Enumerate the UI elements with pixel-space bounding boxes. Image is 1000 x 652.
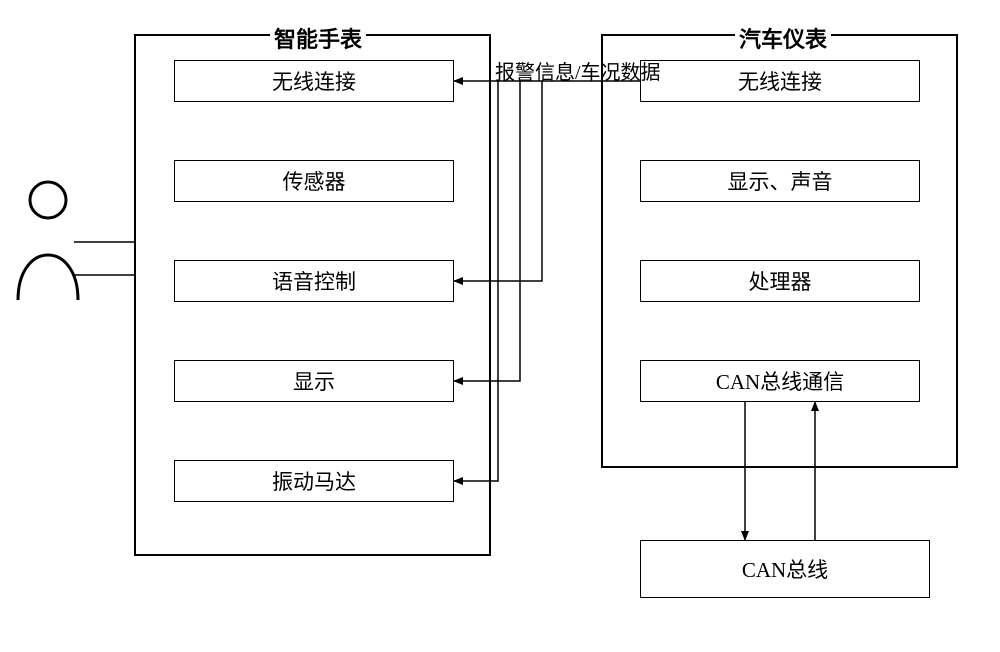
watch-motor-box: 振动马达	[174, 460, 454, 502]
watch-display-box: 显示	[174, 360, 454, 402]
car-canmod-box: CAN总线通信	[640, 360, 920, 402]
car-dashboard-title: 汽车仪表	[735, 22, 831, 54]
link-label: 报警信息/车况数据	[495, 56, 661, 85]
watch-sensor-box: 传感器	[174, 160, 454, 202]
watch-wireless-box: 无线连接	[174, 60, 454, 102]
user-icon-head	[30, 182, 66, 218]
car-wireless-label: 无线连接	[738, 66, 822, 96]
watch-sensor-label: 传感器	[283, 166, 346, 196]
car-av-box: 显示、声音	[640, 160, 920, 202]
car-cpu-box: 处理器	[640, 260, 920, 302]
car-wireless-box: 无线连接	[640, 60, 920, 102]
canbus-box: CAN总线	[640, 540, 930, 598]
car-cpu-label: 处理器	[749, 266, 812, 296]
watch-display-label: 显示	[293, 366, 335, 396]
canbus-label: CAN总线	[742, 554, 828, 584]
user-icon-body	[18, 255, 78, 300]
watch-motor-label: 振动马达	[272, 466, 356, 496]
watch-voice-box: 语音控制	[174, 260, 454, 302]
car-av-label: 显示、声音	[728, 166, 833, 196]
car-canmod-label: CAN总线通信	[716, 366, 844, 396]
smartwatch-title: 智能手表	[270, 22, 366, 54]
watch-voice-label: 语音控制	[272, 266, 356, 296]
watch-wireless-label: 无线连接	[272, 66, 356, 96]
